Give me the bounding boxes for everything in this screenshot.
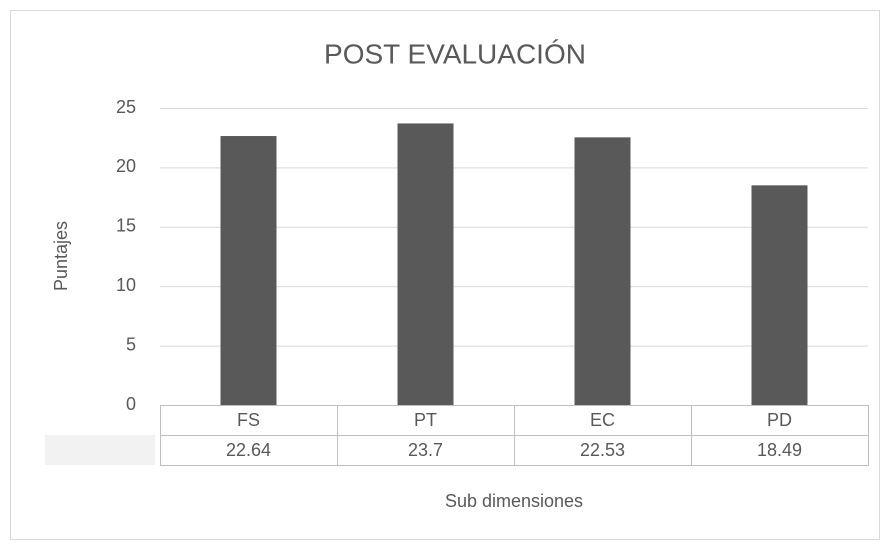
y-tick-label: 20 (116, 156, 136, 176)
bar (751, 185, 808, 405)
x-axis-title: Sub dimensiones (445, 491, 583, 511)
y-tick-label: 10 (116, 275, 136, 295)
table-value: 18.49 (757, 440, 802, 460)
chart-title: POST EVALUACIÓN (324, 38, 586, 69)
bar (220, 136, 277, 405)
y-tick-label: 15 (116, 216, 136, 236)
table-value: 22.64 (226, 440, 271, 460)
table-value: 22.53 (580, 440, 625, 460)
bar (397, 123, 454, 405)
y-axis-title: Puntajes (51, 221, 71, 291)
x-tick-label: PD (767, 410, 792, 430)
table-value: 23.7 (408, 440, 443, 460)
x-tick-label: FS (237, 410, 260, 430)
y-tick-label: 0 (126, 394, 136, 414)
x-tick-label: EC (590, 410, 615, 430)
y-tick-label: 25 (116, 97, 136, 117)
legend-key-area (45, 435, 155, 465)
bar (574, 137, 631, 405)
y-tick-label: 5 (126, 334, 136, 354)
x-tick-label: PT (414, 410, 437, 430)
